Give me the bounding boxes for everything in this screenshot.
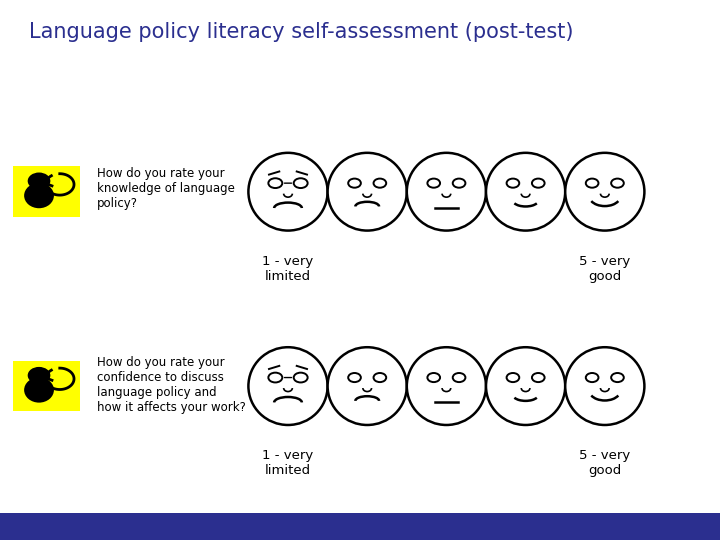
Ellipse shape — [269, 373, 282, 382]
Ellipse shape — [586, 373, 598, 382]
Text: 1 - very
limited: 1 - very limited — [262, 255, 314, 283]
Ellipse shape — [428, 179, 440, 188]
Ellipse shape — [407, 153, 486, 231]
Ellipse shape — [294, 373, 307, 382]
Text: 1 - very
limited: 1 - very limited — [262, 449, 314, 477]
Ellipse shape — [348, 373, 361, 382]
Ellipse shape — [328, 347, 407, 425]
Ellipse shape — [611, 373, 624, 382]
Ellipse shape — [565, 153, 644, 231]
Ellipse shape — [486, 153, 565, 231]
Ellipse shape — [453, 373, 465, 382]
FancyBboxPatch shape — [13, 166, 81, 217]
Text: 5 - very
good: 5 - very good — [579, 449, 631, 477]
Ellipse shape — [374, 373, 386, 382]
Ellipse shape — [453, 179, 465, 188]
Ellipse shape — [532, 373, 544, 382]
FancyBboxPatch shape — [0, 513, 720, 540]
Text: 5 - very
good: 5 - very good — [579, 255, 631, 283]
Ellipse shape — [532, 179, 544, 188]
Ellipse shape — [269, 178, 282, 188]
Ellipse shape — [24, 377, 54, 403]
Ellipse shape — [507, 373, 519, 382]
Ellipse shape — [24, 183, 54, 208]
Ellipse shape — [374, 179, 386, 188]
Ellipse shape — [248, 347, 328, 425]
FancyBboxPatch shape — [13, 361, 81, 411]
Text: How do you rate your
knowledge of language
policy?: How do you rate your knowledge of langua… — [97, 167, 235, 211]
Text: How do you rate your
confidence to discuss
language policy and
how it affects yo: How do you rate your confidence to discu… — [97, 356, 246, 414]
Ellipse shape — [565, 347, 644, 425]
Circle shape — [27, 367, 50, 384]
Ellipse shape — [507, 179, 519, 188]
Ellipse shape — [328, 153, 407, 231]
Ellipse shape — [611, 179, 624, 188]
Ellipse shape — [348, 179, 361, 188]
Text: Language policy literacy self-assessment (post-test): Language policy literacy self-assessment… — [29, 22, 573, 42]
Ellipse shape — [486, 347, 565, 425]
Ellipse shape — [294, 178, 307, 188]
Ellipse shape — [428, 373, 440, 382]
Ellipse shape — [407, 347, 486, 425]
Circle shape — [27, 172, 50, 190]
Ellipse shape — [248, 153, 328, 231]
Ellipse shape — [586, 179, 598, 188]
